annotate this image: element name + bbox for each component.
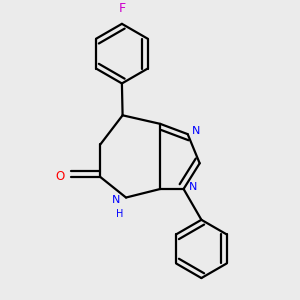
Text: F: F <box>118 2 125 15</box>
Text: N: N <box>189 182 197 192</box>
Text: N: N <box>192 126 200 136</box>
Text: O: O <box>56 170 65 184</box>
Text: H: H <box>116 208 124 218</box>
Text: N: N <box>112 195 120 205</box>
